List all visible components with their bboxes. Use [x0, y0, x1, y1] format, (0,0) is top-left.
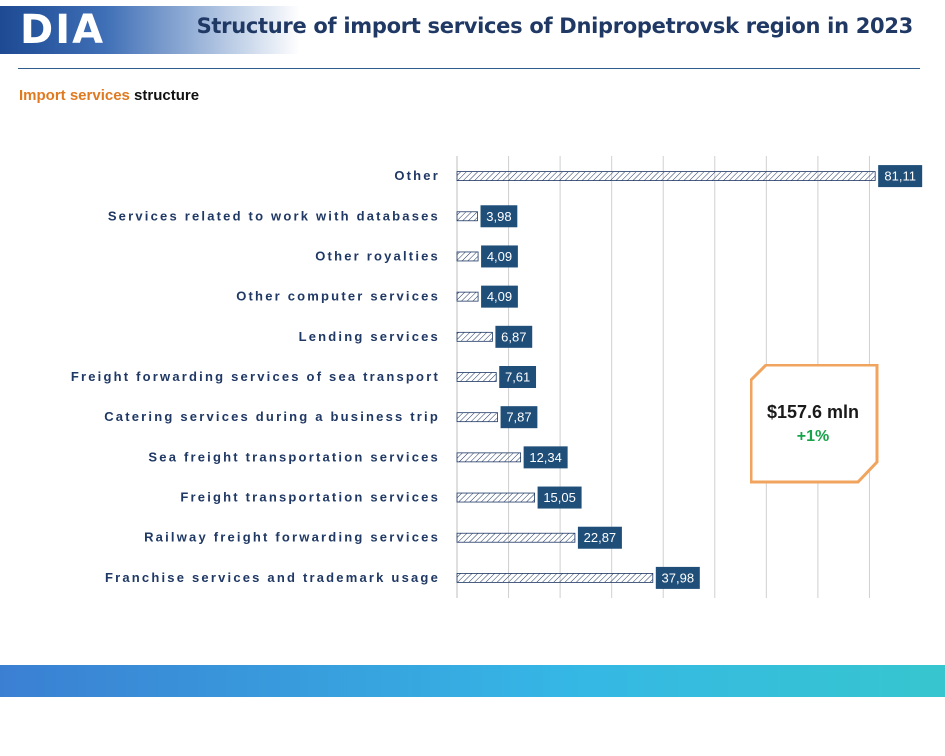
bar: [456, 492, 535, 503]
bar: [456, 532, 576, 543]
data-label: 81,11: [884, 169, 916, 184]
data-label: 7,61: [505, 370, 530, 385]
bar: [456, 251, 479, 262]
category-label: Services related to work with databases: [108, 208, 440, 223]
data-label-bg: [495, 325, 533, 348]
category-label: Other royalties: [315, 248, 440, 263]
category-label: Catering services during a business trip: [104, 409, 440, 424]
bar: [456, 573, 654, 583]
data-label-bg: [500, 406, 538, 429]
chart-subtitle: Import services structure: [19, 87, 199, 104]
subtitle-rest: structure: [129, 87, 200, 104]
category-label: Railway freight forwarding services: [144, 530, 440, 545]
bar: [456, 372, 497, 382]
footer-band: [0, 665, 945, 697]
data-label: 4,09: [487, 249, 512, 264]
kpi-frame: [750, 364, 879, 484]
category-label: Lending services: [299, 329, 440, 344]
category-label: Sea freight transportation services: [148, 449, 440, 464]
data-label-bg: [480, 205, 518, 228]
data-label-bg: [577, 526, 622, 549]
data-label: 4,09: [487, 289, 512, 304]
page-title: Structure of import services of Dniprope…: [196, 14, 914, 38]
data-label-bg: [537, 486, 582, 509]
data-label-bg: [499, 366, 537, 388]
data-label-bg: [481, 285, 518, 308]
bar: [456, 171, 876, 181]
logo: DIA: [20, 7, 106, 53]
data-label: 3,98: [486, 209, 511, 224]
data-label: 37,98: [662, 570, 695, 585]
category-label: Freight transportation services: [180, 490, 440, 505]
bar: [456, 331, 493, 342]
data-label-bg: [878, 165, 923, 188]
kpi-total-value: $157.6 mln: [766, 402, 860, 422]
data-label-bg: [523, 446, 568, 469]
data-label: 15,05: [543, 490, 576, 505]
category-label: Other computer services: [236, 289, 440, 304]
kpi-change: +1%: [796, 428, 830, 445]
data-label: 7,87: [506, 410, 531, 425]
bar: [456, 412, 498, 423]
header-divider: [18, 68, 920, 69]
data-label: 12,34: [529, 450, 562, 465]
data-label-bg: [481, 245, 518, 268]
subtitle-accent: Import services: [19, 87, 130, 104]
data-label: 6,87: [501, 329, 526, 344]
header-gradient: [0, 6, 300, 54]
data-label-bg: [655, 566, 700, 589]
category-label: Freight forwarding services of sea trans…: [71, 369, 440, 384]
category-label: Franchise services and trademark usage: [105, 570, 440, 585]
total-kpi-box: $157.6 mln +1%: [750, 364, 880, 484]
bar: [456, 452, 522, 463]
bar-chart: Other 81,11 Services related to work with …: [71, 156, 923, 598]
header: DIA Structure of import services of Dnip…: [0, 0, 945, 62]
category-label: Other: [394, 168, 440, 183]
bar: [456, 211, 478, 222]
data-label: 22,87: [584, 530, 617, 545]
bar: [456, 291, 479, 302]
